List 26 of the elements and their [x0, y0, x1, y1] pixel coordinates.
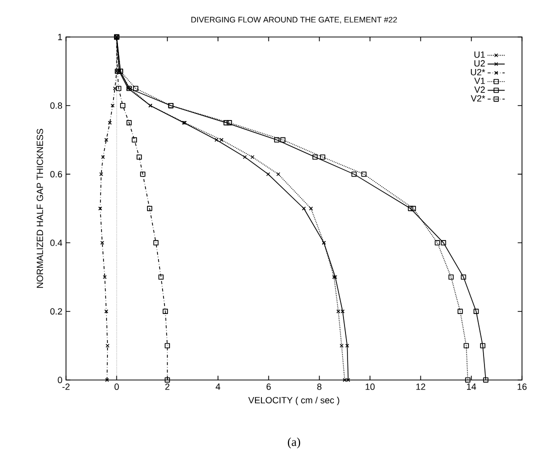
y-tick-label: 0.2 [50, 308, 62, 315]
x-tick-label: -2 [62, 384, 70, 390]
legend-label: V1 [474, 78, 485, 84]
chart-title: DIVERGING FLOW AROUND THE GATE, ELEMENT #22 [191, 16, 397, 24]
y-tick-label: 0.6 [50, 170, 62, 178]
x-tick-label: 10 [366, 384, 375, 390]
y-tick-label: 1 [58, 34, 62, 40]
y-axis-title: NORMALIZED HALF GAP THICKNESS [36, 128, 44, 288]
x-tick-label: 0 [114, 384, 119, 390]
x-tick-label: 8 [317, 384, 322, 390]
legend-label: V2 [474, 86, 485, 93]
x-tick-label: 12 [416, 384, 426, 390]
y-tick-label: 0 [58, 376, 62, 384]
legend-label: V2* [470, 95, 486, 102]
x-tick-label: 14 [467, 384, 476, 390]
legend-label: U2 [474, 60, 485, 67]
text: (a) [288, 438, 300, 448]
legend-label: U2* [470, 68, 486, 76]
x-tick-label: 16 [518, 384, 527, 390]
x-axis-title: VELOCITY ( cm / sec ) [248, 396, 340, 406]
x-tick-label: 4 [216, 384, 220, 390]
y-tick-label: 0.4 [50, 240, 62, 246]
legend-label: U1 [474, 51, 485, 58]
x-tick-label: 6 [266, 384, 271, 390]
x-tick-label: 2 [165, 384, 170, 390]
y-tick-label: 0.8 [50, 102, 62, 109]
